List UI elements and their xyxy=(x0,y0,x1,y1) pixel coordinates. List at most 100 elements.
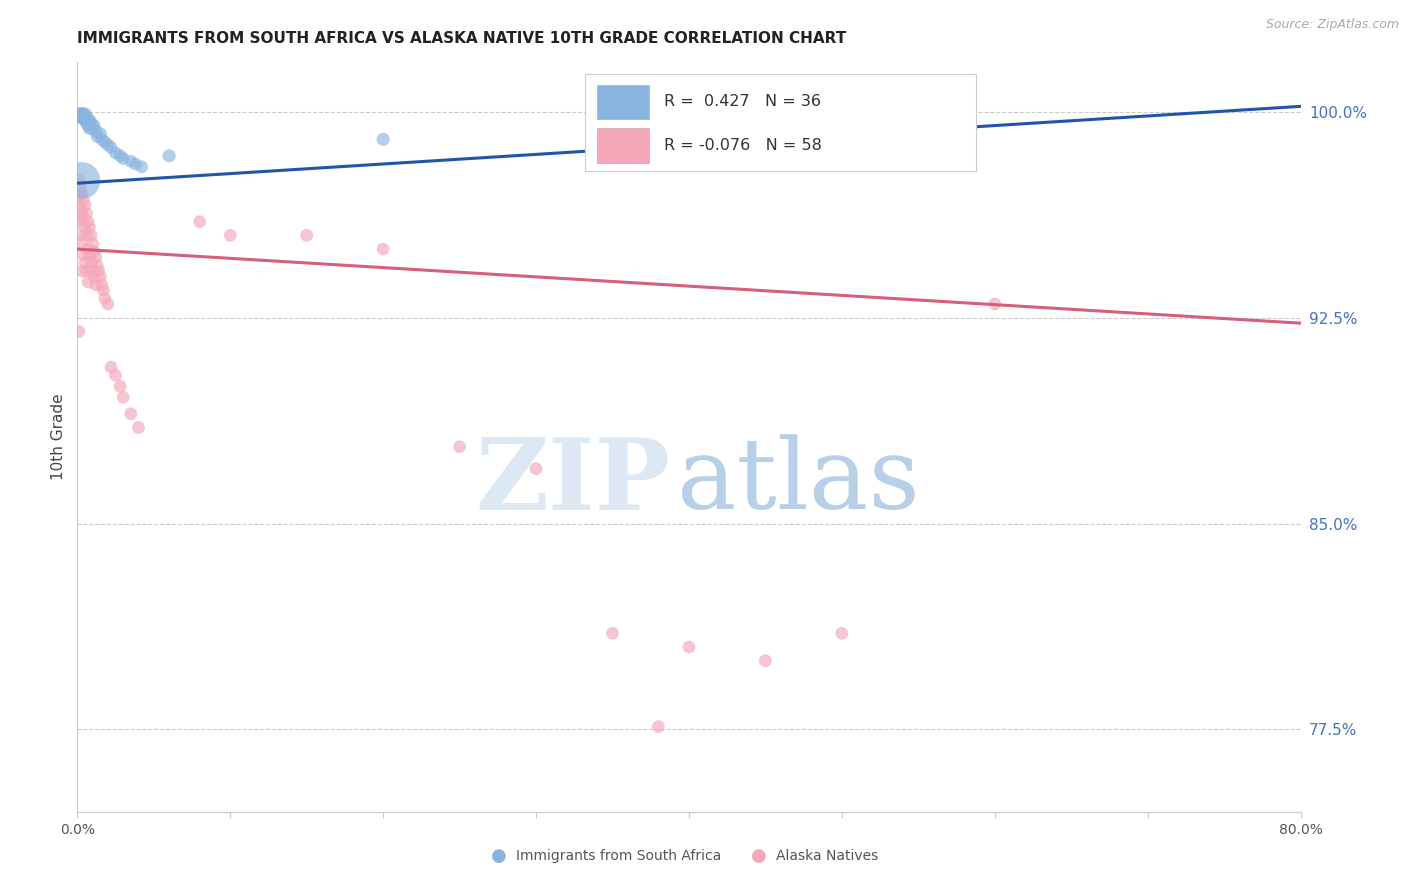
FancyBboxPatch shape xyxy=(598,85,648,119)
Point xyxy=(647,720,669,734)
Text: Source: ZipAtlas.com: Source: ZipAtlas.com xyxy=(1265,18,1399,31)
Point xyxy=(104,368,127,383)
Point xyxy=(219,228,242,243)
Text: Alaska Natives: Alaska Natives xyxy=(776,849,879,863)
Point xyxy=(73,198,96,212)
Point xyxy=(67,111,90,125)
Point xyxy=(100,360,122,375)
FancyBboxPatch shape xyxy=(585,74,976,171)
Point xyxy=(188,214,211,228)
Point xyxy=(69,107,91,121)
Point xyxy=(108,379,131,393)
Point xyxy=(70,111,93,125)
Point xyxy=(86,129,108,144)
Point xyxy=(69,182,91,196)
Point xyxy=(97,297,120,311)
Point xyxy=(371,132,394,146)
Point xyxy=(131,160,153,174)
Point xyxy=(70,187,93,202)
Point xyxy=(67,173,90,187)
Point xyxy=(678,640,700,654)
Point xyxy=(72,193,94,207)
Point xyxy=(97,137,120,152)
Point xyxy=(87,264,110,278)
Point xyxy=(82,121,104,136)
Point xyxy=(94,135,117,149)
FancyBboxPatch shape xyxy=(598,128,648,163)
Point xyxy=(82,236,104,251)
Point xyxy=(73,220,96,235)
Point xyxy=(831,626,853,640)
Point xyxy=(77,119,100,133)
Point xyxy=(82,264,104,278)
Point xyxy=(76,116,98,130)
Point xyxy=(91,283,114,297)
Point xyxy=(157,149,180,163)
Point xyxy=(100,140,122,154)
Point xyxy=(524,461,547,475)
Point xyxy=(108,149,131,163)
Point xyxy=(76,111,98,125)
Point xyxy=(984,297,1007,311)
Point xyxy=(120,407,142,421)
Text: ZIP: ZIP xyxy=(475,434,671,531)
Point xyxy=(73,256,96,270)
Point xyxy=(67,214,90,228)
Point xyxy=(83,269,105,284)
Point xyxy=(70,107,93,121)
Point xyxy=(371,242,394,256)
Point xyxy=(67,190,90,204)
Point xyxy=(84,124,107,138)
Point xyxy=(73,113,96,128)
Point xyxy=(124,157,146,171)
Point xyxy=(89,269,111,284)
Point xyxy=(128,420,150,434)
Point xyxy=(67,107,90,121)
Point xyxy=(70,264,93,278)
Text: ●: ● xyxy=(751,847,768,865)
Text: R = -0.076   N = 58: R = -0.076 N = 58 xyxy=(665,138,823,153)
Text: atlas: atlas xyxy=(676,434,920,530)
Text: IMMIGRANTS FROM SOUTH AFRICA VS ALASKA NATIVE 10TH GRADE CORRELATION CHART: IMMIGRANTS FROM SOUTH AFRICA VS ALASKA N… xyxy=(77,31,846,46)
Point xyxy=(67,325,90,339)
Point xyxy=(295,228,318,243)
Point xyxy=(79,247,101,261)
Point xyxy=(907,104,929,119)
Point xyxy=(72,111,94,125)
Point xyxy=(70,173,93,187)
Point xyxy=(72,107,94,121)
Text: R =  0.427   N = 36: R = 0.427 N = 36 xyxy=(665,95,821,110)
Point xyxy=(80,116,103,130)
Point xyxy=(602,626,624,640)
Point xyxy=(70,236,93,251)
Point xyxy=(94,292,117,306)
Point xyxy=(76,264,98,278)
Point xyxy=(89,127,111,141)
Point xyxy=(72,247,94,261)
Text: ●: ● xyxy=(491,847,508,865)
Point xyxy=(79,113,101,128)
Point xyxy=(77,214,100,228)
Point xyxy=(104,146,127,161)
Text: Immigrants from South Africa: Immigrants from South Africa xyxy=(516,849,721,863)
Point xyxy=(70,206,93,220)
Point xyxy=(80,256,103,270)
Y-axis label: 10th Grade: 10th Grade xyxy=(51,393,66,481)
Point xyxy=(72,211,94,226)
Point xyxy=(77,275,100,289)
Point xyxy=(79,220,101,235)
Point xyxy=(449,440,471,454)
Point xyxy=(73,107,96,121)
Point xyxy=(76,206,98,220)
Point xyxy=(83,244,105,259)
Point xyxy=(84,250,107,264)
Point xyxy=(84,277,107,292)
Point xyxy=(90,132,112,146)
Point xyxy=(77,113,100,128)
Point xyxy=(86,259,108,273)
Point xyxy=(90,277,112,292)
Point xyxy=(69,111,91,125)
Point xyxy=(69,201,91,215)
Point xyxy=(112,390,135,404)
Point xyxy=(120,154,142,169)
